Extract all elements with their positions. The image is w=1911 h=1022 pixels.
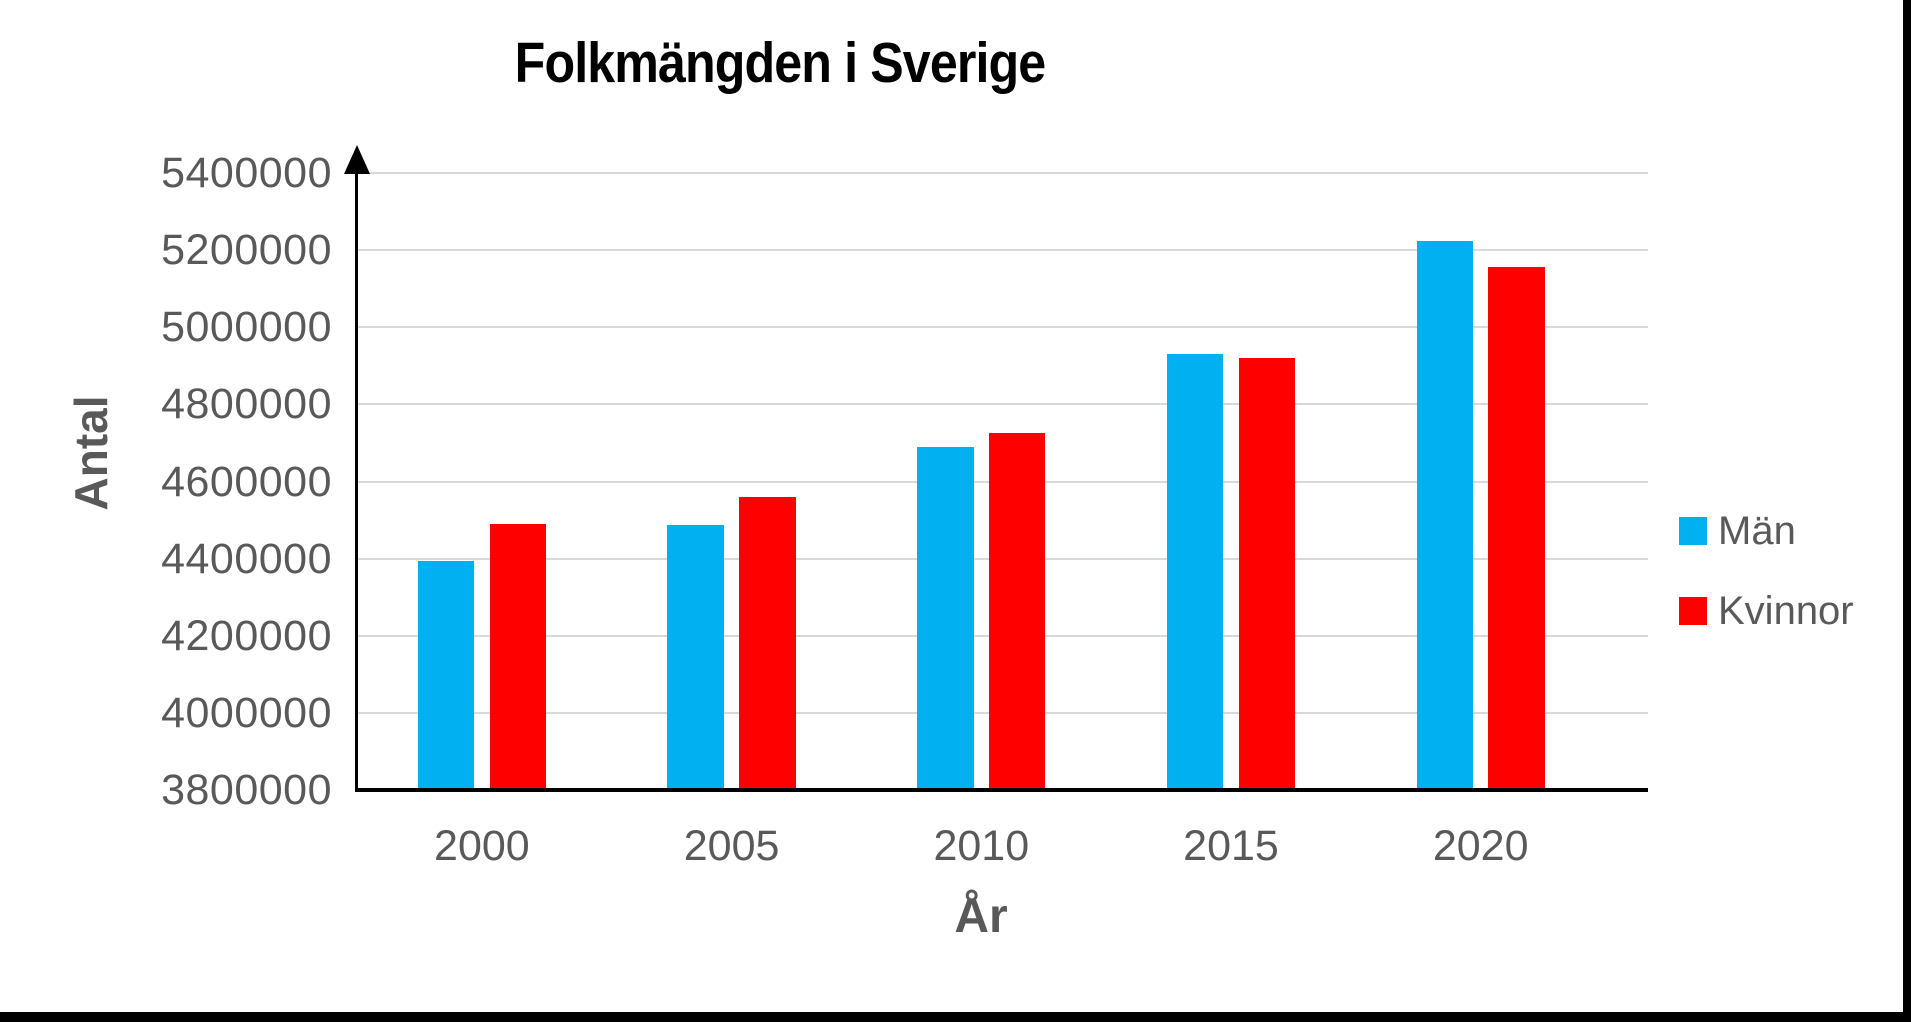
y-tick-label: 4800000 <box>161 380 332 429</box>
legend-label-man: Män <box>1718 509 1796 553</box>
y-axis-line <box>355 165 358 790</box>
y-tick-label: 5400000 <box>161 149 332 197</box>
y-tick-label: 4200000 <box>161 611 332 660</box>
y-axis-arrowhead-icon <box>344 145 370 174</box>
gridline <box>357 249 1648 252</box>
x-axis-line <box>355 788 1648 792</box>
x-tick-label-2015: 2015 <box>1183 822 1279 870</box>
y-tick-label: 5200000 <box>161 226 332 275</box>
legend-item-man: Män <box>1679 507 1854 555</box>
chart-title: Folkmängden i Sverige <box>514 31 1047 95</box>
screen-edge-bottom <box>0 1012 1911 1022</box>
x-tick-label-2000: 2000 <box>434 822 530 870</box>
y-tick-label: 3800000 <box>161 766 332 814</box>
gridline <box>357 326 1648 329</box>
legend-item-kvinnor: Kvinnor <box>1679 587 1854 635</box>
x-tick-label-2020: 2020 <box>1432 822 1529 870</box>
bar-man-2005 <box>667 525 724 790</box>
y-tick-label: 4400000 <box>161 534 332 583</box>
y-tick-label: 4600000 <box>161 457 332 506</box>
bar-kvinnor-2015 <box>1238 358 1296 790</box>
screen-edge-right <box>1903 0 1911 1022</box>
bar-kvinnor-2020 <box>1488 267 1545 790</box>
legend-label-kvinnor: Kvinnor <box>1718 589 1854 633</box>
legend: Män Kvinnor <box>1679 507 1854 667</box>
bar-man-2000 <box>417 561 475 790</box>
x-axis-title: År <box>954 890 1008 943</box>
legend-swatch-man-icon <box>1679 517 1707 545</box>
y-tick-label: 4000000 <box>161 688 332 737</box>
bar-kvinnor-2010 <box>988 433 1046 790</box>
y-tick-label: 5000000 <box>161 303 332 352</box>
bar-man-2010 <box>917 446 974 790</box>
bar-kvinnor-2000 <box>489 523 546 790</box>
x-tick-label-2005: 2005 <box>683 822 780 870</box>
bar-man-2020 <box>1416 241 1473 790</box>
bar-man-2015 <box>1166 353 1224 790</box>
bar-kvinnor-2005 <box>739 496 796 790</box>
gridline <box>357 403 1648 406</box>
legend-swatch-kvinnor-icon <box>1679 597 1707 625</box>
gridline <box>357 172 1648 174</box>
x-tick-label-2010: 2010 <box>933 822 1030 870</box>
